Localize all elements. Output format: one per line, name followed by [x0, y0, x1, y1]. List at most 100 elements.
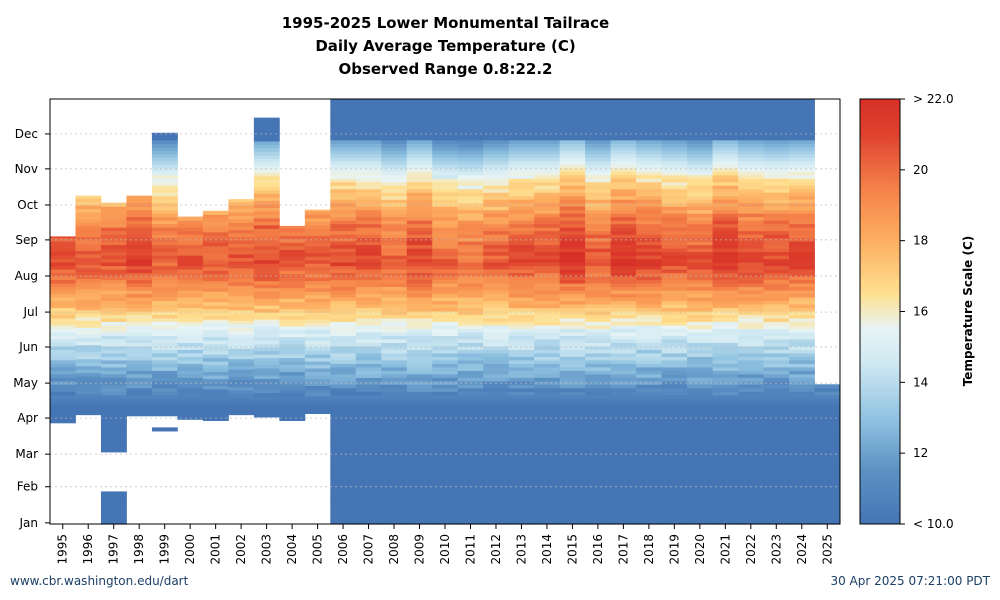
heatmap-cell	[279, 266, 306, 271]
heatmap-cell	[50, 398, 76, 403]
heatmap-cell	[330, 289, 357, 295]
heatmap-cell	[355, 380, 382, 385]
footer-source-link[interactable]: www.cbr.washington.edu/dart	[10, 574, 189, 588]
heatmap-cell	[304, 333, 331, 338]
heatmap-cell	[585, 436, 612, 441]
heatmap-cell	[406, 99, 433, 102]
heatmap-cell	[738, 394, 764, 399]
heatmap-cell	[559, 349, 586, 354]
heatmap-cell	[406, 356, 433, 361]
heatmap-cell	[661, 244, 688, 249]
heatmap-cell	[50, 293, 76, 298]
heatmap-cell	[457, 118, 484, 123]
heatmap-cell	[75, 253, 102, 258]
heatmap-cell	[738, 317, 764, 322]
heatmap-cell	[738, 99, 764, 102]
heatmap-cell	[253, 308, 280, 313]
heatmap-cell	[687, 499, 713, 504]
heatmap-cell	[763, 464, 790, 469]
heatmap-cell	[253, 287, 280, 292]
heatmap-cell	[50, 380, 76, 385]
heatmap-cell	[381, 485, 408, 490]
heatmap-cell	[712, 160, 739, 165]
heatmap-cell	[483, 317, 510, 322]
heatmap-cell	[534, 443, 561, 448]
heatmap-cell	[814, 391, 841, 396]
heatmap-cell	[636, 209, 663, 214]
heatmap-cell	[355, 269, 382, 274]
heatmap-cell	[381, 356, 408, 361]
heatmap-cell	[687, 471, 713, 476]
heatmap-cell	[508, 510, 535, 515]
heatmap-cell	[534, 433, 561, 438]
heatmap-cell	[381, 282, 408, 288]
heatmap-cell	[636, 356, 663, 361]
heatmap-cell	[50, 244, 76, 249]
heatmap-cell	[610, 206, 637, 211]
heatmap-cell	[381, 429, 408, 434]
heatmap-cell	[406, 482, 433, 487]
heatmap-cell	[559, 99, 586, 102]
heatmap-cell	[126, 391, 153, 396]
heatmap-cell	[126, 275, 153, 281]
heatmap-cell	[457, 195, 484, 200]
heatmap-cell	[814, 419, 841, 424]
heatmap-cell	[508, 251, 535, 256]
heatmap-cell	[75, 334, 102, 339]
heatmap-cell	[355, 230, 382, 235]
heatmap-cell	[330, 520, 357, 525]
heatmap-cell	[712, 192, 739, 197]
heatmap-cell	[75, 337, 102, 342]
heatmap-cell	[151, 370, 178, 375]
heatmap-cell	[559, 419, 586, 424]
heatmap-cell	[151, 265, 178, 270]
heatmap-cell	[151, 241, 178, 246]
heatmap-cell	[253, 259, 280, 264]
heatmap-cell	[687, 199, 713, 204]
heatmap-cell	[661, 310, 688, 316]
heatmap-cell	[687, 206, 713, 211]
heatmap-cell	[508, 419, 535, 424]
heatmap-cell	[126, 324, 153, 329]
heatmap-cell	[406, 317, 433, 322]
heatmap-cell	[355, 122, 382, 127]
heatmap-cell	[406, 150, 433, 155]
heatmap-cell	[712, 422, 739, 427]
heatmap-cell	[50, 272, 76, 277]
x-tick-label: 2002	[234, 534, 248, 565]
heatmap-cell	[75, 299, 102, 304]
heatmap-cell	[559, 132, 586, 137]
heatmap-cell	[483, 408, 510, 413]
heatmap-cell	[712, 104, 739, 109]
heatmap-cell	[738, 433, 764, 438]
heatmap-cell	[355, 489, 382, 494]
heatmap-cell	[763, 296, 790, 302]
heatmap-cell	[75, 316, 102, 321]
heatmap-cell	[432, 408, 459, 413]
heatmap-cell	[534, 321, 561, 326]
heatmap-cell	[610, 188, 637, 193]
heatmap-cell	[330, 342, 357, 347]
heatmap-cell	[687, 269, 713, 274]
heatmap-cell	[661, 143, 688, 148]
heatmap-cell	[687, 216, 713, 221]
heatmap-cell	[177, 269, 204, 274]
heatmap-cell	[202, 315, 229, 320]
heatmap-cell	[636, 230, 663, 235]
heatmap-cell	[253, 357, 280, 362]
heatmap-cell	[406, 160, 433, 165]
heatmap-cell	[330, 262, 357, 267]
heatmap-cell	[432, 171, 459, 176]
heatmap-cell	[381, 167, 408, 172]
heatmap-cell	[330, 146, 357, 151]
heatmap-cell	[50, 349, 76, 354]
heatmap-cell	[763, 223, 790, 228]
heatmap-cell	[559, 275, 586, 281]
heatmap-cell	[636, 269, 663, 274]
heatmap-cell	[534, 461, 561, 466]
y-tick-label: Jan	[19, 516, 39, 530]
heatmap-cell	[661, 345, 688, 350]
heatmap-cell	[330, 258, 357, 263]
heatmap-cell	[585, 289, 612, 295]
heatmap-cell	[661, 164, 688, 169]
